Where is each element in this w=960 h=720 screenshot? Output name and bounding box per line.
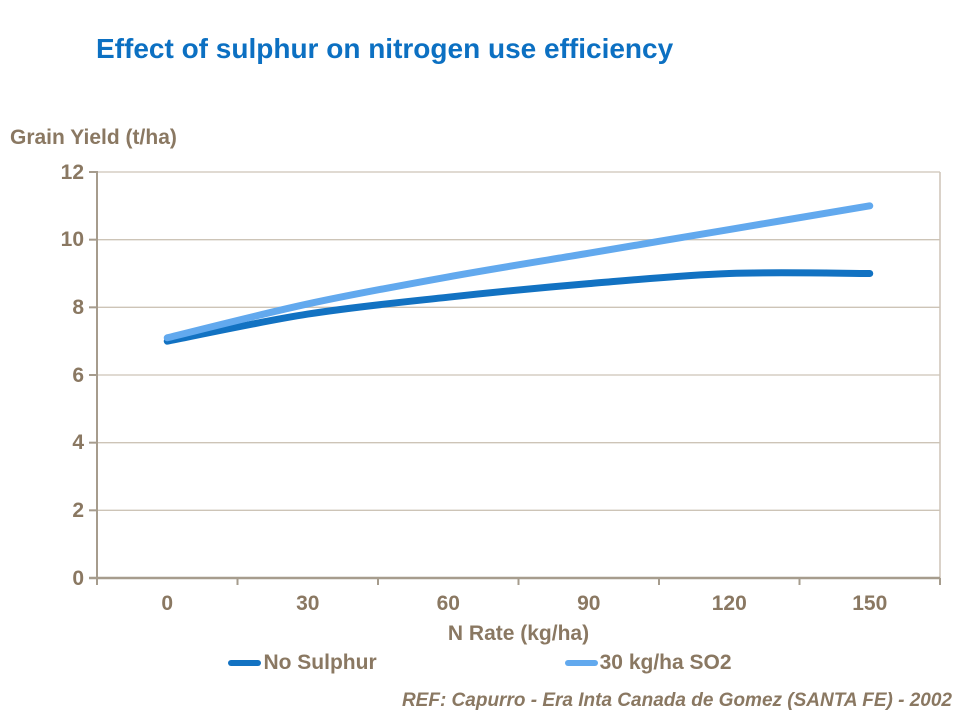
legend-label-no-sulphur: No Sulphur: [263, 651, 377, 674]
y-tick-label: 12: [60, 160, 84, 184]
x-axis-title: N Rate (kg/ha): [447, 622, 590, 645]
y-tick-label: 2: [72, 498, 84, 522]
x-tick-label: 0: [161, 592, 174, 615]
y-tick-label: 8: [72, 295, 84, 319]
y-tick-label: 4: [72, 431, 84, 455]
y-tick-label: 10: [60, 228, 84, 252]
legend-item-so2: 30 kg/ha SO2: [564, 651, 732, 675]
y-axis-title: Grain Yield (t/ha): [10, 126, 177, 149]
legend: No Sulphur 30 kg/ha SO2: [0, 651, 960, 675]
x-tick-label: 150: [852, 592, 888, 615]
y-tick-label: 0: [72, 566, 84, 590]
series-line-0: [163, 269, 874, 345]
reference-text: REF: Capurro - Era Inta Canada de Gomez …: [401, 690, 952, 711]
series-line-1: [163, 202, 874, 342]
line-marker-no-sulphur-icon: [228, 660, 262, 666]
x-tick-label: 30: [296, 592, 320, 615]
x-tick-label: 90: [577, 592, 601, 615]
chart-title: Effect of sulphur on nitrogen use effici…: [96, 33, 674, 64]
y-tick-label: 6: [72, 363, 84, 387]
x-tick-label: 60: [436, 592, 460, 615]
legend-item-no-sulphur: No Sulphur: [228, 651, 377, 675]
legend-label-so2: 30 kg/ha SO2: [599, 651, 732, 674]
x-tick-label: 120: [711, 592, 747, 615]
line-marker-so2-icon: [564, 660, 598, 666]
